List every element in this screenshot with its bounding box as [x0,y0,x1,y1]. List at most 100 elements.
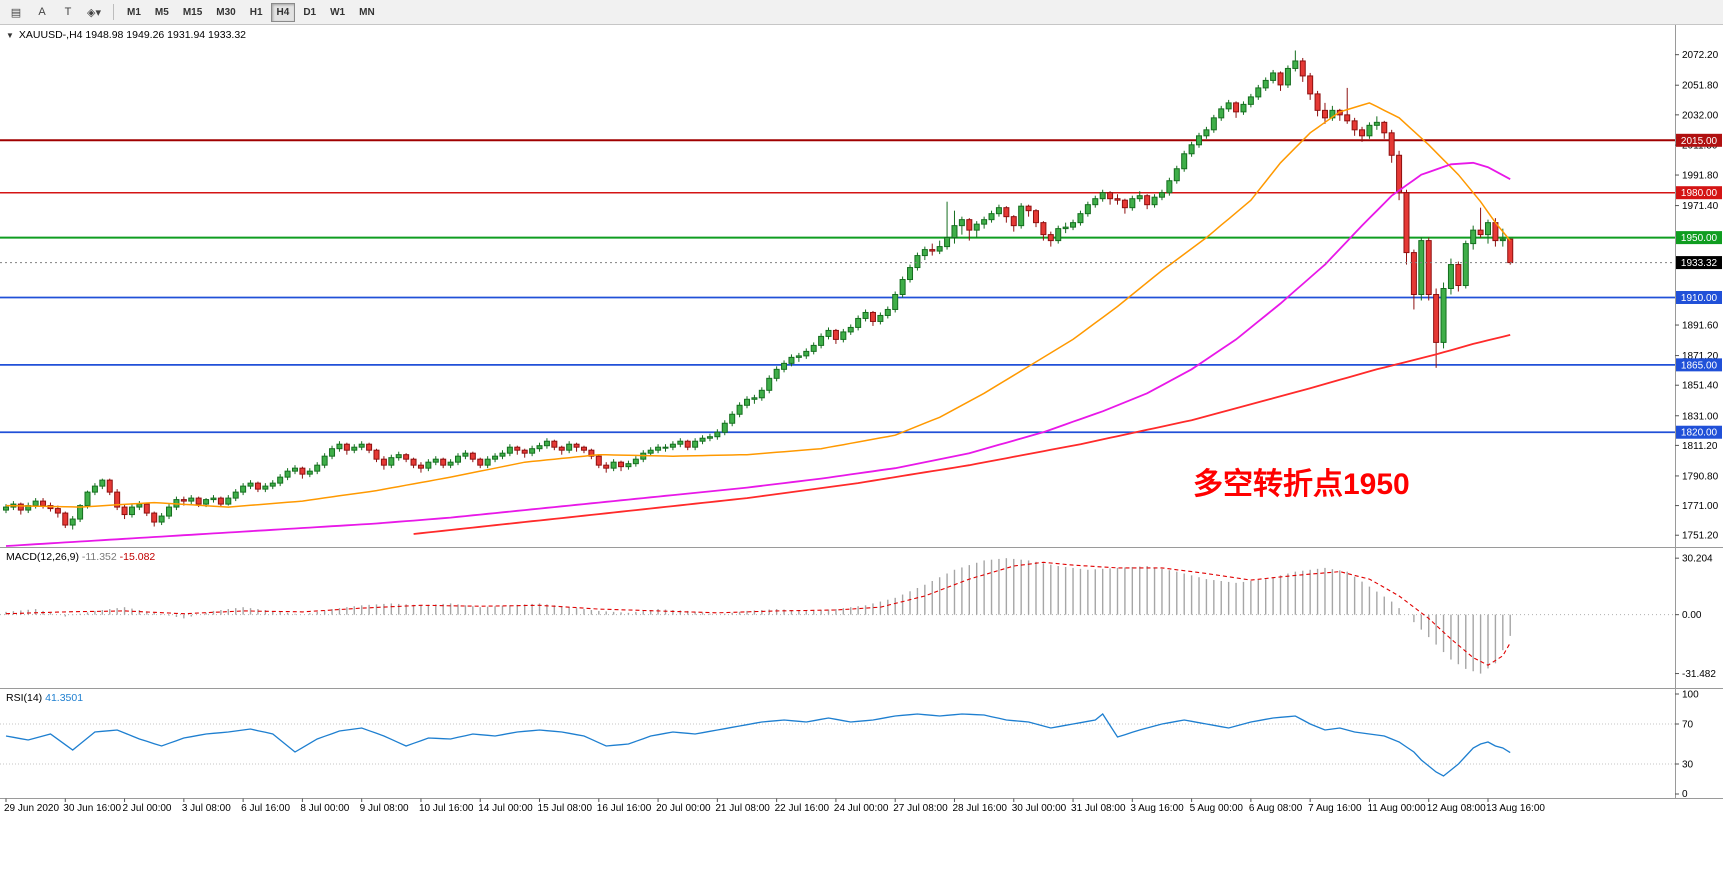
annotation-text[interactable]: 多空转折点1950 [1193,468,1410,501]
candle [536,442,543,452]
candle [299,466,306,479]
rsi-name: RSI(14) [6,692,43,704]
candle [751,394,758,404]
candle [1284,65,1291,88]
price-tick: 1831.00 [1682,411,1719,422]
candle [1218,105,1225,121]
macd-tick: 30.204 [1682,554,1713,565]
time-label: 21 Jul 08:00 [715,803,770,814]
candle [1040,221,1047,241]
shapes-dropdown-icon[interactable]: ◈▾ [87,6,101,19]
price-tick: 2032.00 [1682,110,1719,121]
timeframe-d1-button[interactable]: D1 [303,6,317,18]
candle [1255,84,1262,100]
price-tick: 1991.80 [1682,171,1719,182]
candle [869,310,876,326]
candle [781,360,788,373]
text-annotation-icon[interactable]: A [38,6,46,18]
time-label: 29 Jun 2020 [4,803,59,814]
svg-text:1910.00: 1910.00 [1681,293,1718,304]
timeframe-m1-button[interactable]: M1 [127,6,141,18]
time-label: 9 Jul 08:00 [360,803,409,814]
candle [395,451,402,461]
candle [1203,126,1210,139]
candle [1277,71,1284,91]
candle [1070,219,1077,231]
candle [291,465,298,475]
candle [1181,150,1188,172]
candle [810,342,817,355]
candle [121,504,128,520]
candle [17,502,24,515]
candle [706,433,713,442]
candle [1351,117,1358,136]
candle [336,441,343,452]
timeframe-w1-button[interactable]: W1 [330,6,346,18]
candle [625,460,632,470]
candle [1292,50,1299,72]
svg-text:1933.32: 1933.32 [1681,258,1718,269]
candle [1018,203,1025,229]
time-label: 20 Jul 00:00 [656,803,711,814]
candle [1047,231,1054,247]
label-tool-icon[interactable]: T [64,6,72,18]
candle [492,453,499,463]
candle [329,445,336,460]
candle [343,442,350,455]
candle [1321,102,1328,124]
candle [240,483,247,496]
candle [143,502,150,517]
rsi-tick: 30 [1682,760,1694,771]
price-tick: 2072.20 [1682,50,1719,61]
candle [499,450,506,460]
svg-text:1980.00: 1980.00 [1681,188,1718,199]
candle [966,218,973,241]
candle [566,441,573,454]
candle [929,243,936,256]
candle [840,328,847,343]
candle [1158,189,1165,201]
collapse-arrow-icon[interactable]: ▼ [6,31,14,40]
timeframe-m15-button[interactable]: M15 [182,6,203,18]
toolbar: ▤ A T ◈▾ M1 M5 M15 M30 H1 H4 D1 W1 MN [0,0,1723,25]
candle [32,498,39,509]
chart-list-icon[interactable]: ▤ [10,6,22,19]
timeframe-h4-button[interactable]: H4 [270,2,296,22]
candle [166,504,173,520]
candle [136,501,143,511]
candle [62,511,69,529]
price-badge: 1865.00 [1676,358,1722,372]
candle [455,453,462,466]
price-tick: 1771.00 [1682,501,1719,512]
candle [210,495,217,503]
time-axis[interactable]: 29 Jun 2020 30 Jun 16:00 2 Jul 00:00 3 Jul … [4,798,1545,815]
candle [1485,219,1491,244]
timeframe-mn-button[interactable]: MN [359,6,375,18]
rsi-tick: 70 [1682,720,1694,731]
candle [1410,249,1417,310]
rsi-label: RSI(14) 41.3501 [6,692,83,704]
candle [1270,69,1277,84]
candle [1114,194,1121,205]
rsi-tick: 0 [1682,789,1688,800]
candle [921,246,928,261]
timeframe-m5-button[interactable]: M5 [154,6,169,18]
candle [269,480,276,490]
timeframe-h1-button[interactable]: H1 [249,6,263,18]
time-label: 5 Aug 00:00 [1190,803,1244,814]
candle [1477,207,1484,238]
candle [1373,116,1380,130]
candle [551,439,558,451]
macd-tick: 0.00 [1682,610,1702,621]
candle [106,478,113,496]
chart-ohlc-text: XAUUSD-,H4 1948.98 1949.26 1931.94 1933.… [18,29,247,41]
candle [862,309,869,322]
candle [1307,72,1314,100]
candle [306,468,313,478]
candle [699,435,706,445]
time-label: 24 Jul 00:00 [834,803,889,814]
macd-main-value: -11.352 [81,551,117,563]
timeframe-m30-button[interactable]: M30 [216,6,236,18]
time-label: 6 Aug 08:00 [1249,803,1303,814]
